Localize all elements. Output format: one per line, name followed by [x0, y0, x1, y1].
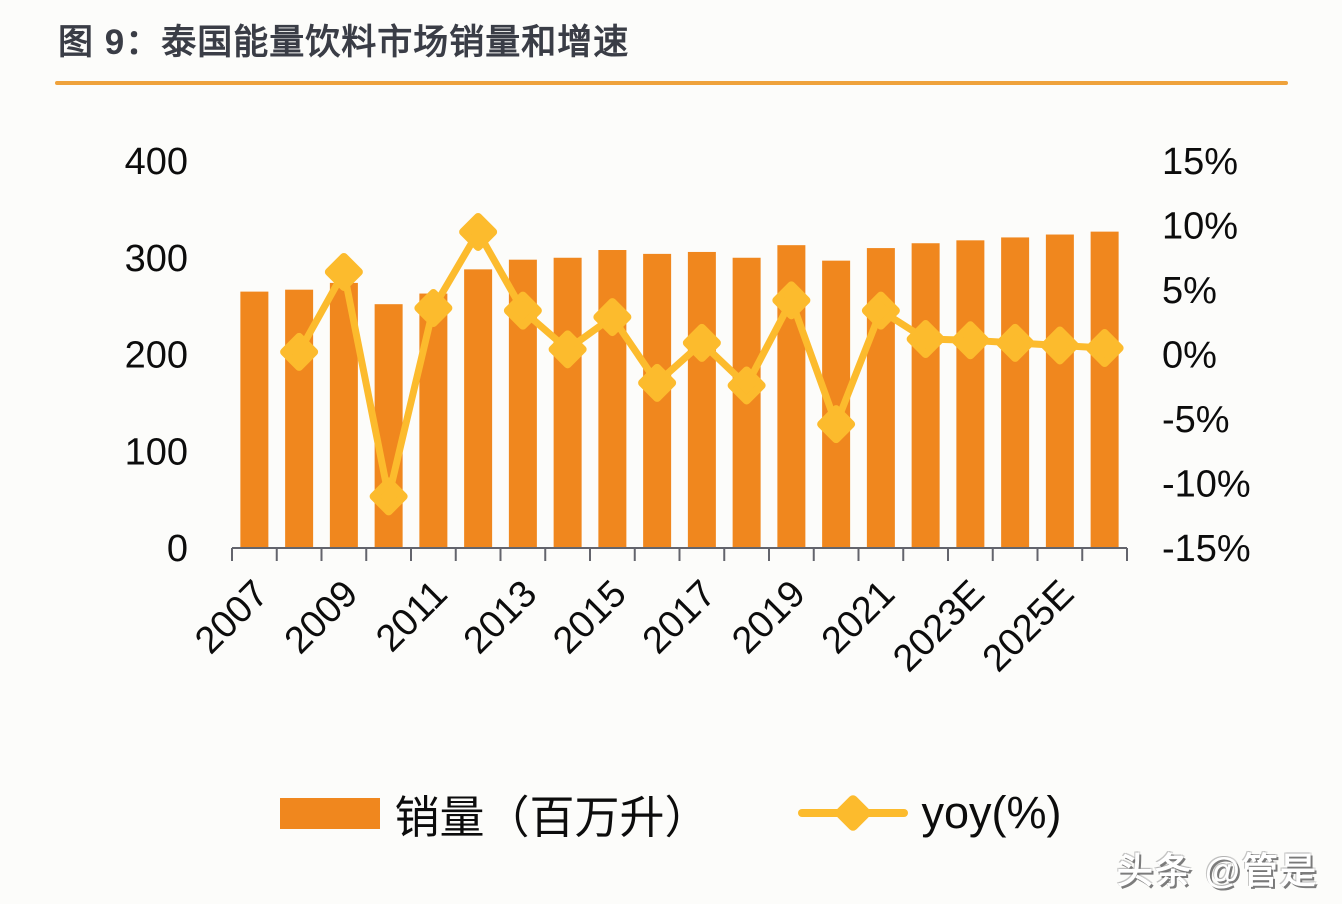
x-axis-label-2023E: 2023E [885, 573, 992, 680]
yoy-marker [906, 320, 945, 359]
x-axis-label-2015: 2015 [545, 573, 634, 662]
left-axis-tick: 300 [125, 238, 188, 280]
volume-swatch-icon [280, 797, 381, 829]
yoy-marker [817, 405, 856, 444]
bar-2015 [598, 250, 627, 548]
right-axis-tick: 0% [1162, 335, 1217, 377]
yoy-marker [280, 332, 319, 371]
x-axis-label-2013: 2013 [456, 573, 545, 662]
yoy-marker [638, 363, 677, 402]
right-axis-tick: -15% [1162, 528, 1251, 570]
yoy-marker [548, 330, 587, 369]
bar-2023E [956, 240, 985, 548]
bar-2011 [419, 293, 448, 548]
bar-2026E [1090, 231, 1119, 548]
yoy-marker [593, 298, 632, 337]
bar-2017 [687, 251, 716, 548]
yoy-marker [951, 321, 990, 360]
bar-2014 [553, 257, 582, 548]
yoy-marker [861, 291, 900, 330]
yoy-marker [1085, 329, 1124, 368]
bar-2022 [911, 243, 940, 549]
x-axis-label-2007: 2007 [187, 573, 276, 662]
yoy-marker [682, 323, 721, 362]
x-axis-label-2009: 2009 [277, 573, 366, 662]
left-axis-tick: 400 [125, 141, 188, 183]
legend-label-volume: 销量（百万升） [394, 791, 710, 843]
yoy-swatch-icon [797, 793, 908, 833]
combo-chart: 0 100 200 300 400 -15% -10% -5% 0% 5% 10% 15% 2007 20… [125, 141, 1251, 680]
legend-label-yoy: yoy(%) [921, 787, 1062, 838]
left-axis-tick: 200 [125, 335, 188, 377]
yoy-marker [324, 252, 363, 291]
left-axis-tick: 100 [125, 431, 188, 473]
bar-2024E [1001, 237, 1030, 548]
bar-2007 [240, 291, 269, 548]
bar-2012 [464, 269, 493, 548]
legend-item-yoy: yoy(%) [797, 787, 1062, 839]
left-axis-tick: 0 [167, 528, 188, 570]
yoy-marker [459, 212, 498, 251]
yoy-marker [369, 477, 408, 516]
x-axis-label-2011: 2011 [368, 573, 455, 660]
yoy-marker [772, 281, 811, 320]
title-divider [55, 81, 1288, 85]
yoy-marker [414, 289, 453, 328]
right-axis-tick: -5% [1162, 399, 1230, 441]
x-axis-label-2019: 2019 [724, 573, 813, 662]
watermark-text: 头条 @管是 [1116, 850, 1318, 891]
right-axis-tick: 5% [1162, 270, 1217, 312]
legend-item-volume: 销量（百万升） [280, 781, 710, 846]
yoy-marker [996, 323, 1035, 362]
right-axis-tick: 10% [1162, 206, 1238, 248]
x-axis-label-2017: 2017 [635, 573, 724, 662]
yoy-marker [1040, 326, 1079, 365]
figure-title: 图 9：泰国能量饮料市场销量和增速 [58, 23, 630, 62]
x-axis-label-2025E: 2025E [975, 573, 1082, 680]
right-axis-tick: -10% [1162, 464, 1251, 506]
chart-legend: 销量（百万升） yoy(%) [0, 778, 1342, 848]
right-axis-tick: 15% [1162, 141, 1238, 183]
yoy-marker [503, 291, 542, 330]
yoy-marker [727, 366, 766, 405]
bar-2025E [1045, 234, 1074, 548]
